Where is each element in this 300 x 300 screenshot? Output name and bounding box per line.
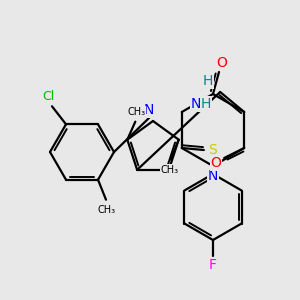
- Text: N: N: [144, 103, 154, 117]
- Text: Cl: Cl: [42, 90, 54, 103]
- Text: O: O: [211, 156, 222, 170]
- Text: CH₃: CH₃: [160, 165, 179, 175]
- Text: N: N: [190, 97, 201, 111]
- Text: CH₃: CH₃: [98, 205, 116, 215]
- Text: CH₃: CH₃: [127, 107, 146, 117]
- Text: S: S: [208, 143, 217, 157]
- Text: F: F: [209, 258, 217, 272]
- Text: H: H: [201, 97, 211, 111]
- Text: H: H: [203, 74, 213, 88]
- Text: N: N: [208, 169, 218, 183]
- Text: O: O: [217, 56, 227, 70]
